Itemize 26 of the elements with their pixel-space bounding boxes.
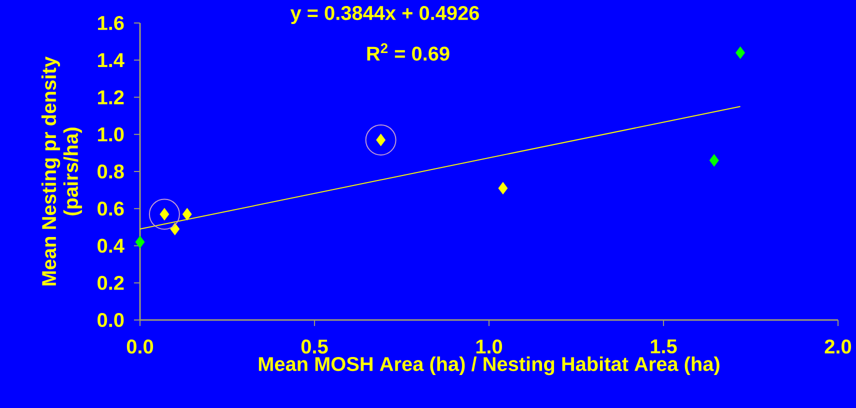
point bbox=[365, 124, 396, 156]
y-tick-label: 0.8 bbox=[98, 164, 124, 179]
y-tick-label: 1.0 bbox=[98, 127, 124, 142]
annotation: y = 0.3844x + 0.4926 bbox=[290, 6, 479, 24]
y-tick-label: 1.6 bbox=[98, 16, 124, 30]
y-axis-title: Mean Nesting pr density (pairs/ha) bbox=[41, 56, 82, 286]
x-tick-label: 2.0 bbox=[824, 340, 852, 354]
x-axis-title: Mean MOSH Area (ha) / Nesting Habitat Area (ha) bbox=[258, 356, 720, 376]
y-tick-label: 0.6 bbox=[98, 202, 124, 216]
point bbox=[498, 182, 508, 194]
x-tick-label: 0.5 bbox=[301, 340, 328, 354]
y-tick-label: 0.4 bbox=[98, 238, 124, 253]
point bbox=[709, 154, 719, 166]
y-tick-label: 0.0 bbox=[98, 312, 124, 328]
point bbox=[182, 208, 192, 220]
y-tick-label: 0.2 bbox=[98, 276, 124, 290]
point bbox=[135, 236, 145, 248]
point bbox=[148, 198, 180, 230]
x-tick-label: 0.0 bbox=[126, 340, 154, 354]
annotation: R$^{2}$ = 0.69 bbox=[367, 43, 450, 61]
y-tick-label: 1.2 bbox=[98, 90, 124, 104]
x-tick-label: 1.5 bbox=[650, 340, 677, 354]
point bbox=[736, 46, 745, 59]
x-tick-label: 1.0 bbox=[476, 340, 502, 354]
point bbox=[170, 223, 180, 236]
y-tick-label: 1.4 bbox=[98, 53, 124, 67]
